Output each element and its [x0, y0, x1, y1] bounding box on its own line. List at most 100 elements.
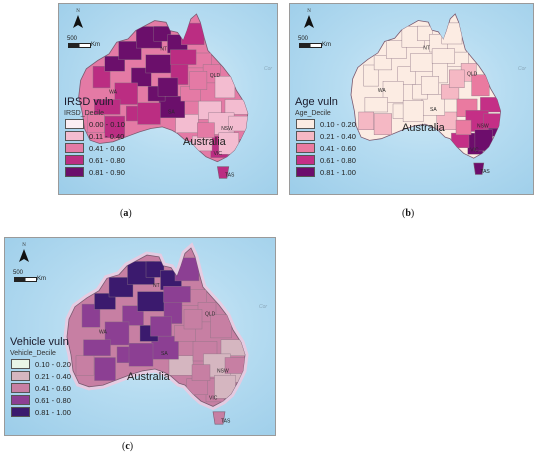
region-patches [358, 22, 501, 155]
state-label: WA [109, 90, 118, 96]
region-patch [224, 357, 245, 374]
region-patch [410, 53, 434, 72]
tasmania [473, 162, 485, 175]
scale-bar: 500 Km [298, 36, 331, 48]
region-patch [214, 76, 236, 99]
legend-c: Vehicle vuln Vehicle_Decile 0.10 - 0.20 0… [10, 336, 71, 418]
region-patch [382, 80, 404, 103]
state-label: NSW [217, 369, 229, 375]
region-patch [364, 97, 388, 113]
region-patch [153, 26, 172, 42]
scale-bar-graphic [299, 43, 322, 48]
legend-a: IRSD vuln IRSD_Decile 0.00 - 0.10 0.11 - … [64, 96, 125, 178]
state-label: NT [153, 283, 160, 289]
australia-map-a: NT WA SA QLD NSW VIC TAS [78, 13, 249, 179]
region-patch [431, 48, 456, 64]
scale-bar-graphic [14, 277, 37, 282]
state-label: QLD [467, 72, 478, 78]
region-patch [373, 55, 392, 71]
country-label: Australia [183, 136, 226, 148]
legend-range: 0.10 - 0.20 [35, 359, 71, 369]
state-label: QLD [205, 312, 216, 318]
north-arrow-icon [19, 249, 29, 262]
region-patch [183, 309, 203, 330]
region-patch [170, 49, 197, 65]
region-patch [114, 82, 138, 105]
region-patch [75, 355, 95, 376]
legend-rows: 0.10 - 0.20 0.21 - 0.40 0.41 - 0.60 0.61 - … [295, 118, 356, 178]
region-patch [145, 54, 172, 74]
region-patch [94, 293, 116, 310]
region-patch [104, 321, 130, 346]
sea-label: Cor [259, 304, 268, 310]
australia-map-b: NT WA SA QLD NSW VIC TAS [350, 13, 502, 175]
state-label: VIC [209, 395, 218, 401]
caption-a: (a) [120, 208, 132, 219]
legend-range: 0.61 - 0.80 [35, 395, 71, 405]
legend-swatch [65, 143, 84, 153]
state-label: SA [168, 110, 175, 116]
region-patch [108, 277, 134, 298]
legend-range: 0.41 - 0.60 [89, 143, 125, 153]
region-patch [228, 115, 248, 132]
scale-bar: 500 Km [67, 36, 100, 48]
region-patch [163, 286, 191, 303]
legend-item: 0.21 - 0.40 [10, 370, 71, 382]
state-label: NSW [221, 126, 233, 132]
region-patch [471, 74, 490, 97]
legend-item: 0.41 - 0.60 [10, 382, 71, 394]
tasmania [217, 166, 230, 179]
legend-field: Age_Decile [295, 110, 331, 117]
north-arrow: N [68, 9, 88, 29]
region-patch [402, 100, 424, 122]
legend-range: 0.41 - 0.60 [320, 143, 356, 153]
legend-swatch [11, 371, 30, 381]
legend-title: Vehicle vuln [10, 336, 69, 348]
legend-range: 0.61 - 0.80 [89, 155, 125, 165]
state-label: NT [160, 47, 167, 53]
region-patch [480, 97, 501, 113]
region-patch [417, 25, 433, 41]
region-patch [181, 22, 205, 45]
region-patch [189, 71, 208, 90]
state-label: NT [423, 46, 430, 52]
region-patch [441, 22, 463, 45]
country-label: Australia [402, 122, 445, 134]
legend-swatch [296, 119, 315, 129]
region-patch [483, 113, 501, 129]
legend-range: 0.21 - 0.40 [320, 131, 356, 141]
legend-field: IRSD_Decile [64, 110, 105, 117]
legend-item: 0.11 - 0.40 [64, 130, 125, 142]
region-patch [363, 64, 379, 87]
legend-item: 0.41 - 0.60 [64, 142, 125, 154]
map-panel-b: NT WA SA QLD NSW VIC TAS N 500 Km Age vuln Age… [289, 3, 534, 195]
legend-range: 0.00 - 0.10 [89, 119, 125, 129]
north-arrow: N [14, 243, 34, 263]
region-patch [451, 132, 470, 148]
state-label: WA [378, 88, 387, 94]
legend-range: 0.10 - 0.20 [320, 119, 356, 129]
region-patch [104, 56, 125, 72]
region-patch [137, 291, 165, 312]
legend-b: Age vuln Age_Decile 0.10 - 0.20 0.21 - 0.… [295, 96, 356, 178]
region-patch [197, 122, 215, 138]
legend-title: IRSD vuln [64, 96, 114, 108]
map-panel-c: NT WA SA QLD NSW VIC TAS N 500 Km Vehicle vuln… [4, 237, 276, 436]
legend-range: 0.11 - 0.40 [89, 131, 125, 141]
legend-range: 0.81 - 1.00 [320, 167, 356, 177]
legend-swatch [11, 383, 30, 393]
map-panel-a: NT WA SA QLD NSW VIC TAS N 500 Km IRSD vuln IR… [58, 3, 278, 195]
region-patch [104, 115, 125, 138]
legend-item: 0.10 - 0.20 [10, 358, 71, 370]
region-patch [137, 102, 161, 125]
region-patch [94, 99, 121, 115]
legend-item: 0.81 - 0.90 [64, 166, 125, 178]
region-patch [150, 316, 172, 337]
region-patch [118, 41, 142, 60]
legend-item: 0.61 - 0.80 [295, 154, 356, 166]
legend-item: 0.10 - 0.20 [295, 118, 356, 130]
legend-item: 0.61 - 0.80 [64, 154, 125, 166]
state-label: NSW [477, 123, 489, 129]
sea-label: Cor [518, 66, 527, 72]
legend-swatch [11, 395, 30, 405]
